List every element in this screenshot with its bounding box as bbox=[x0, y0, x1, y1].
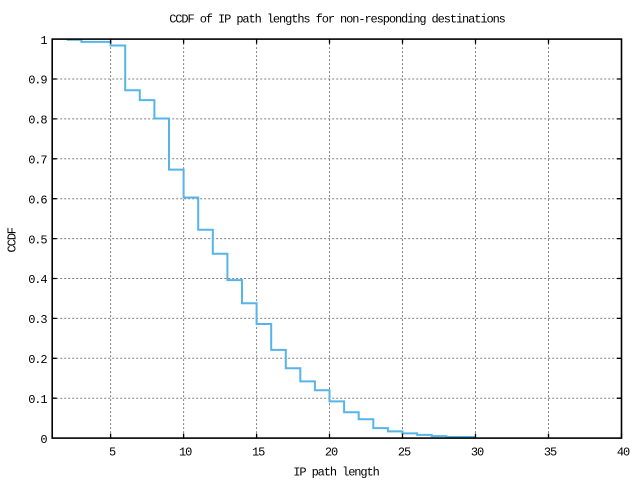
svg-text:25: 25 bbox=[398, 446, 411, 460]
svg-text:35: 35 bbox=[544, 446, 557, 460]
svg-text:15: 15 bbox=[252, 446, 265, 460]
svg-text:0.3: 0.3 bbox=[28, 313, 47, 327]
svg-text:40: 40 bbox=[617, 446, 630, 460]
svg-text:0.7: 0.7 bbox=[28, 154, 47, 168]
svg-text:0.6: 0.6 bbox=[28, 193, 47, 207]
svg-text:CCDF of IP path lengths for no: CCDF of IP path lengths for non-respondi… bbox=[169, 13, 505, 27]
svg-text:0.2: 0.2 bbox=[28, 353, 47, 367]
svg-text:0.8: 0.8 bbox=[28, 114, 47, 128]
svg-text:0.9: 0.9 bbox=[28, 74, 47, 88]
svg-text:10: 10 bbox=[179, 446, 192, 460]
svg-text:30: 30 bbox=[471, 446, 484, 460]
svg-text:IP path length: IP path length bbox=[293, 466, 379, 480]
svg-text:CCDF: CCDF bbox=[5, 227, 19, 252]
svg-text:20: 20 bbox=[325, 446, 338, 460]
svg-text:0: 0 bbox=[40, 433, 47, 447]
svg-text:0.1: 0.1 bbox=[28, 393, 47, 407]
svg-text:5: 5 bbox=[109, 446, 116, 460]
svg-text:0.4: 0.4 bbox=[28, 273, 47, 287]
svg-text:1: 1 bbox=[40, 34, 47, 48]
svg-text:0.5: 0.5 bbox=[28, 233, 47, 247]
